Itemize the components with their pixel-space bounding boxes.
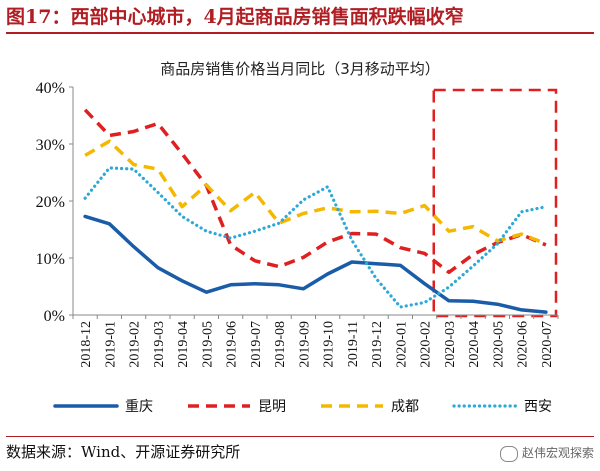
series-line-chongqing — [83, 214, 548, 314]
x-tick-label: 2019-02 — [128, 321, 143, 368]
watermark-text: 赵伟宏观探索 — [521, 446, 594, 460]
x-tick-label: 2020-06 — [516, 321, 531, 368]
series-line-xian — [83, 166, 548, 309]
series-line-chengdu — [84, 139, 547, 246]
x-tick-label: 2020-07 — [540, 321, 555, 368]
chart-title: 商品房销售价格当月同比（3月移动平均） — [160, 60, 440, 78]
x-tick-label: 2018-12 — [79, 321, 94, 368]
watermark: 赵伟宏观探索 — [499, 442, 594, 464]
x-tick-label: 2019-04 — [176, 321, 191, 368]
source-note: 数据来源：Wind、开源证券研究所 — [6, 443, 241, 461]
x-tick-label: 2019-11 — [346, 321, 361, 367]
x-tick-label: 2020-03 — [443, 321, 458, 368]
x-tick-label: 2019-08 — [273, 321, 288, 368]
x-tick-label: 2020-02 — [419, 321, 434, 368]
y-tick-label: 20% — [36, 194, 65, 211]
highlight-box — [432, 88, 558, 318]
x-tick-label: 2019-06 — [225, 321, 240, 368]
series-line-kunming — [83, 108, 547, 275]
x-tick-label: 2019-09 — [297, 321, 312, 368]
x-tick-label: 2019-12 — [370, 321, 385, 368]
wechat-icon — [499, 445, 518, 462]
title-divider — [6, 32, 594, 34]
line-chart: 商品房销售价格当月同比（3月移动平均） 0% 10% 20% 30% 40% 2018-… — [36, 60, 559, 415]
x-tick-label: 2019-01 — [103, 321, 118, 368]
x-tick-label: 2019-05 — [200, 321, 215, 368]
legend-label-chengdu: 成都 — [391, 399, 419, 415]
figure-title: 图17：西部中心城市，4月起商品房销售面积跌幅收窄 — [6, 6, 464, 28]
x-tick-label: 2019-03 — [152, 321, 167, 368]
y-tick-label: 10% — [36, 251, 65, 268]
x-tick-label: 2020-04 — [467, 321, 482, 368]
y-tick-label: 40% — [36, 80, 65, 97]
x-tick-label: 2019-07 — [249, 321, 264, 368]
x-tick-label: 2020-05 — [491, 321, 506, 368]
y-tick-label: 0% — [44, 308, 65, 325]
legend-label-chongqing: 重庆 — [125, 399, 153, 415]
legend-label-kunming: 昆明 — [258, 399, 286, 415]
y-tick-label: 30% — [36, 137, 65, 154]
x-tick-label: 2019-10 — [322, 321, 337, 368]
legend-label-xian: 西安 — [524, 399, 552, 415]
source-divider — [6, 436, 594, 437]
x-tick-label: 2020-01 — [394, 321, 409, 368]
